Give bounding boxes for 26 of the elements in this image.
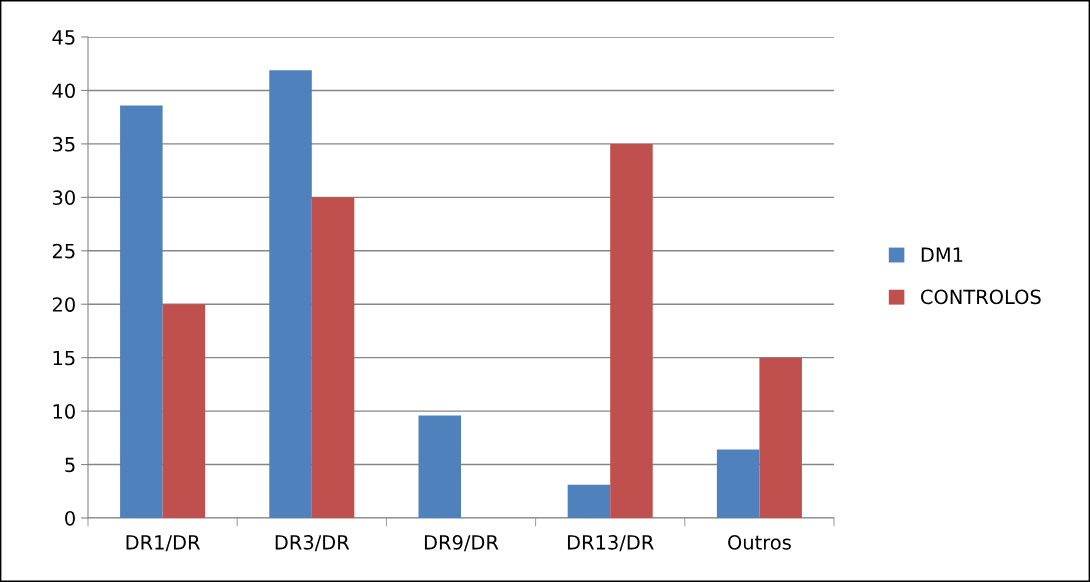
x-tick-label: DR13/DR bbox=[567, 535, 654, 552]
y-tick-label: 5 bbox=[65, 457, 75, 473]
bar bbox=[269, 70, 312, 518]
x-tick-label: DR1/DR bbox=[126, 535, 200, 552]
y-tick-label: 35 bbox=[52, 136, 75, 152]
y-tick-label: 15 bbox=[53, 350, 75, 366]
y-tick-label: 25 bbox=[52, 243, 75, 259]
bar bbox=[311, 197, 355, 518]
y-tick-label: 30 bbox=[52, 190, 75, 205]
bar bbox=[120, 105, 163, 518]
legend-label: CONTROLOS bbox=[921, 289, 1041, 305]
y-tick-label: 40 bbox=[52, 83, 75, 99]
bar bbox=[418, 415, 461, 518]
bar bbox=[162, 304, 206, 518]
y-tick-label: 20 bbox=[52, 297, 75, 312]
x-tick-label: DR3/DR bbox=[275, 535, 350, 552]
x-tick-label: Outros bbox=[728, 535, 791, 550]
bar bbox=[716, 449, 760, 518]
y-tick-label: 45 bbox=[52, 30, 75, 45]
bar bbox=[567, 484, 611, 518]
bar bbox=[759, 357, 802, 518]
y-tick-label: 10 bbox=[53, 404, 75, 419]
legend-label: DM1 bbox=[921, 247, 963, 262]
bar bbox=[610, 143, 653, 518]
x-tick-label: DR9/DR bbox=[424, 535, 499, 552]
y-tick-label: 0 bbox=[65, 510, 75, 526]
